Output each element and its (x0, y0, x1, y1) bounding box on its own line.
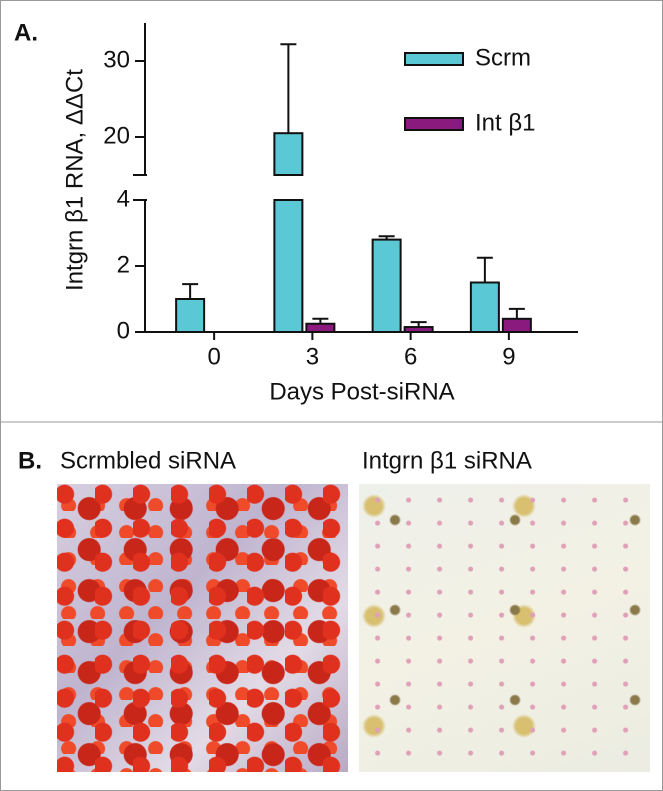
y-tick-label: 0 (117, 317, 130, 344)
bar (469, 281, 500, 333)
y-tick-label: 20 (103, 122, 130, 149)
bar (403, 326, 434, 333)
bar (273, 199, 304, 333)
y-tick-label: 2 (117, 251, 130, 278)
y-tick-label: 30 (103, 46, 130, 73)
x-tick-label: 0 (207, 343, 220, 370)
x-tick-label: 9 (502, 343, 515, 370)
bar (273, 132, 304, 176)
panel-label: B. (18, 447, 42, 474)
x-tick-label: 3 (306, 343, 319, 370)
bar (175, 298, 206, 333)
x-axis-label: Days Post-siRNA (269, 378, 454, 405)
panel-label: A. (14, 19, 38, 46)
y-tick-label: 4 (117, 185, 130, 212)
legend-swatch (404, 52, 464, 66)
legend-swatch (404, 117, 464, 131)
image-caption: Scrmbled siRNA (60, 447, 236, 474)
image-caption: Intgrn β1 siRNA (362, 447, 532, 474)
micrograph (57, 484, 348, 772)
bar (305, 322, 336, 333)
micrograph (359, 484, 650, 772)
bar (371, 238, 402, 334)
bar (501, 317, 532, 333)
y-axis-label: Intgrn β1 RNA, ΔΔCt (61, 69, 88, 291)
legend-label: Int β1 (475, 109, 536, 136)
legend-label: Scrm (475, 44, 531, 71)
x-tick-label: 6 (404, 343, 417, 370)
